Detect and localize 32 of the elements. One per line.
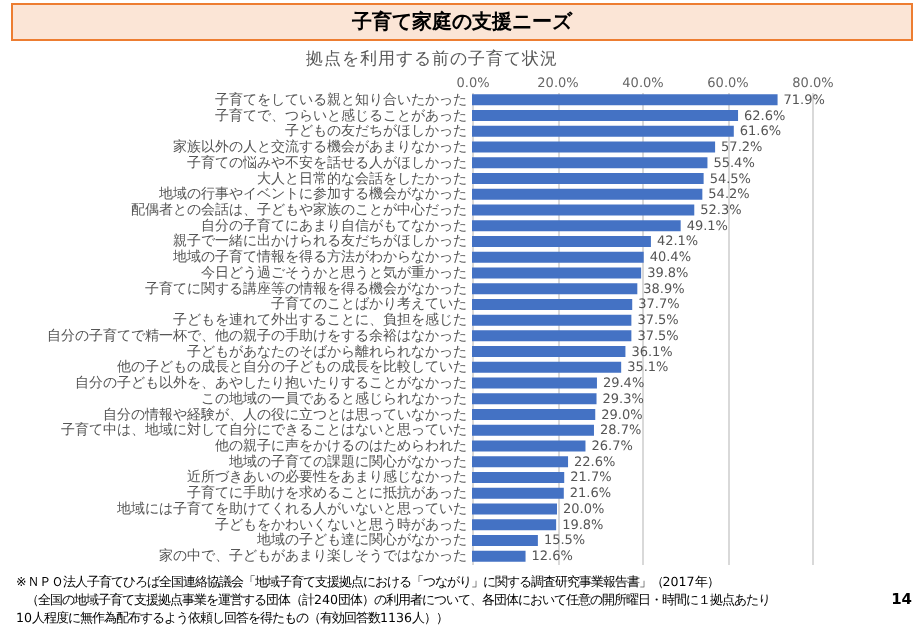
bar: [472, 94, 778, 106]
bar: [472, 393, 597, 405]
bar: [472, 125, 734, 137]
bar: [472, 550, 526, 562]
bar: [472, 519, 557, 531]
bar: [472, 251, 644, 263]
bar: [472, 188, 703, 200]
bar: [472, 141, 716, 153]
bar: [472, 110, 739, 122]
bar: [472, 440, 586, 452]
bar: [472, 456, 569, 468]
chart-title: 子育て家庭の支援ニーズ: [350, 10, 574, 34]
bar: [472, 377, 597, 389]
bar: [472, 235, 651, 247]
bar: [472, 471, 565, 483]
bar: [472, 503, 557, 515]
bar: [472, 361, 622, 373]
bar: [472, 298, 633, 310]
bar: [472, 409, 596, 421]
bar: [472, 534, 538, 546]
bar: [472, 157, 708, 169]
bar: [472, 314, 632, 326]
bar: [472, 283, 638, 295]
bar: [472, 424, 594, 436]
bar: [472, 204, 695, 216]
bar: [472, 346, 626, 358]
bar: [472, 267, 642, 279]
bar: [472, 173, 704, 185]
chart-subtitle: 拠点を利用する前の子育て状況: [306, 48, 558, 70]
bar: [472, 220, 681, 232]
bar: [472, 330, 632, 342]
bar: [472, 487, 564, 499]
